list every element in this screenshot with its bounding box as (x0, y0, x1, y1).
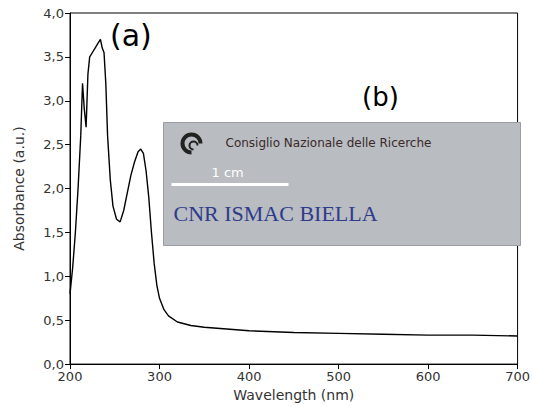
svg-text:1 cm: 1 cm (212, 165, 244, 180)
svg-text:Absorbance (a.u.): Absorbance (a.u.) (11, 126, 27, 250)
svg-text:2,5: 2,5 (43, 137, 64, 152)
svg-text:4,0: 4,0 (43, 6, 64, 21)
svg-text:1,0: 1,0 (43, 269, 64, 284)
svg-text:700: 700 (505, 369, 530, 384)
svg-text:Consiglio Nazionale delle Rice: Consiglio Nazionale delle Ricerche (226, 136, 432, 150)
svg-text:3,5: 3,5 (43, 49, 64, 64)
svg-text:0,5: 0,5 (43, 313, 64, 328)
svg-text:Wavelength (nm): Wavelength (nm) (233, 387, 354, 403)
svg-text:300: 300 (147, 369, 172, 384)
svg-text:1,5: 1,5 (43, 225, 64, 240)
svg-text:(b): (b) (362, 82, 399, 112)
svg-text:3,0: 3,0 (43, 93, 64, 108)
svg-text:CNR ISMAC BIELLA: CNR ISMAC BIELLA (174, 201, 378, 226)
svg-text:(a): (a) (110, 18, 152, 53)
svg-text:200: 200 (58, 369, 83, 384)
svg-text:500: 500 (326, 369, 351, 384)
svg-text:600: 600 (416, 369, 441, 384)
svg-text:400: 400 (237, 369, 262, 384)
svg-text:2,0: 2,0 (43, 181, 64, 196)
svg-text:0,0: 0,0 (43, 356, 64, 372)
